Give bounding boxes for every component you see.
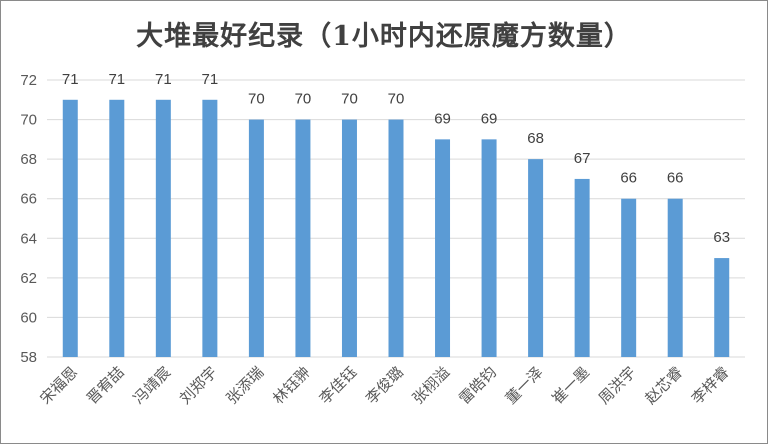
chart-title: 大堆最好纪录（1小时内还原魔方数量） [136, 21, 632, 52]
y-tick-label: 68 [20, 151, 37, 168]
data-labels: 71 71 71 71 70 70 70 70 69 69 68 67 66 66 63 [62, 71, 730, 246]
bar [481, 139, 497, 357]
data-label: 71 [62, 71, 79, 88]
x-category-label: 李俊璐 [362, 363, 407, 408]
data-label: 66 [667, 170, 684, 187]
bar [435, 139, 451, 357]
x-category-label: 李梓睿 [688, 363, 733, 408]
bar [155, 99, 171, 358]
y-tick-label: 70 [20, 112, 37, 129]
data-label: 71 [155, 71, 172, 88]
y-tick-label: 62 [20, 270, 37, 287]
data-label: 70 [248, 91, 265, 108]
data-label: 69 [481, 110, 498, 127]
x-category-label: 张栩溢 [409, 363, 454, 408]
data-label: 67 [574, 150, 591, 167]
x-category-label: 崔一墨 [548, 363, 593, 408]
y-tick-label: 72 [20, 72, 37, 89]
bar [667, 198, 683, 357]
bar [202, 99, 218, 358]
data-label: 69 [434, 110, 451, 127]
bar [248, 119, 264, 357]
data-label: 63 [713, 229, 730, 246]
x-category-label: 晋宥喆 [83, 363, 128, 408]
bars [62, 99, 730, 358]
bar [109, 99, 125, 358]
y-tick-label: 66 [20, 191, 37, 208]
x-category-label: 雷皓钧 [455, 363, 500, 408]
x-category-label: 刘郑宇 [176, 363, 221, 408]
data-label: 70 [341, 91, 358, 108]
data-label: 66 [620, 170, 637, 187]
y-axis-ticks: 58 60 62 64 66 68 70 72 [20, 72, 37, 366]
x-category-label: 周洪宇 [595, 363, 640, 408]
y-tick-label: 64 [20, 230, 37, 247]
data-label: 68 [527, 130, 544, 147]
bar [62, 99, 78, 358]
data-label: 70 [388, 91, 405, 108]
data-label: 71 [108, 71, 125, 88]
y-tick-label: 60 [20, 309, 37, 326]
data-label: 70 [295, 91, 312, 108]
bar [574, 178, 590, 357]
y-tick-label: 58 [20, 349, 37, 366]
bar [714, 258, 730, 357]
x-category-label: 张添瑞 [223, 363, 268, 408]
x-category-label: 赵芯睿 [641, 363, 686, 408]
data-label: 71 [202, 71, 219, 88]
bar [388, 119, 404, 357]
x-category-label: 董一泽 [502, 363, 547, 408]
x-axis-labels: 宋福恩 晋宥喆 冯靖宸 刘郑宇 张添瑞 林钰翀 李佳钰 李俊璐 张栩溢 雷皓钧 董一泽 崔一墨 周洪宇赵… [37, 363, 733, 408]
x-category-label: 宋福恩 [37, 363, 82, 408]
bar [528, 159, 544, 357]
bar [341, 119, 357, 357]
bar [295, 119, 311, 357]
x-category-label: 冯靖宸 [130, 363, 175, 408]
bar [621, 198, 637, 357]
x-category-label: 林钰翀 [269, 363, 314, 408]
x-category-label: 李佳钰 [316, 363, 361, 408]
